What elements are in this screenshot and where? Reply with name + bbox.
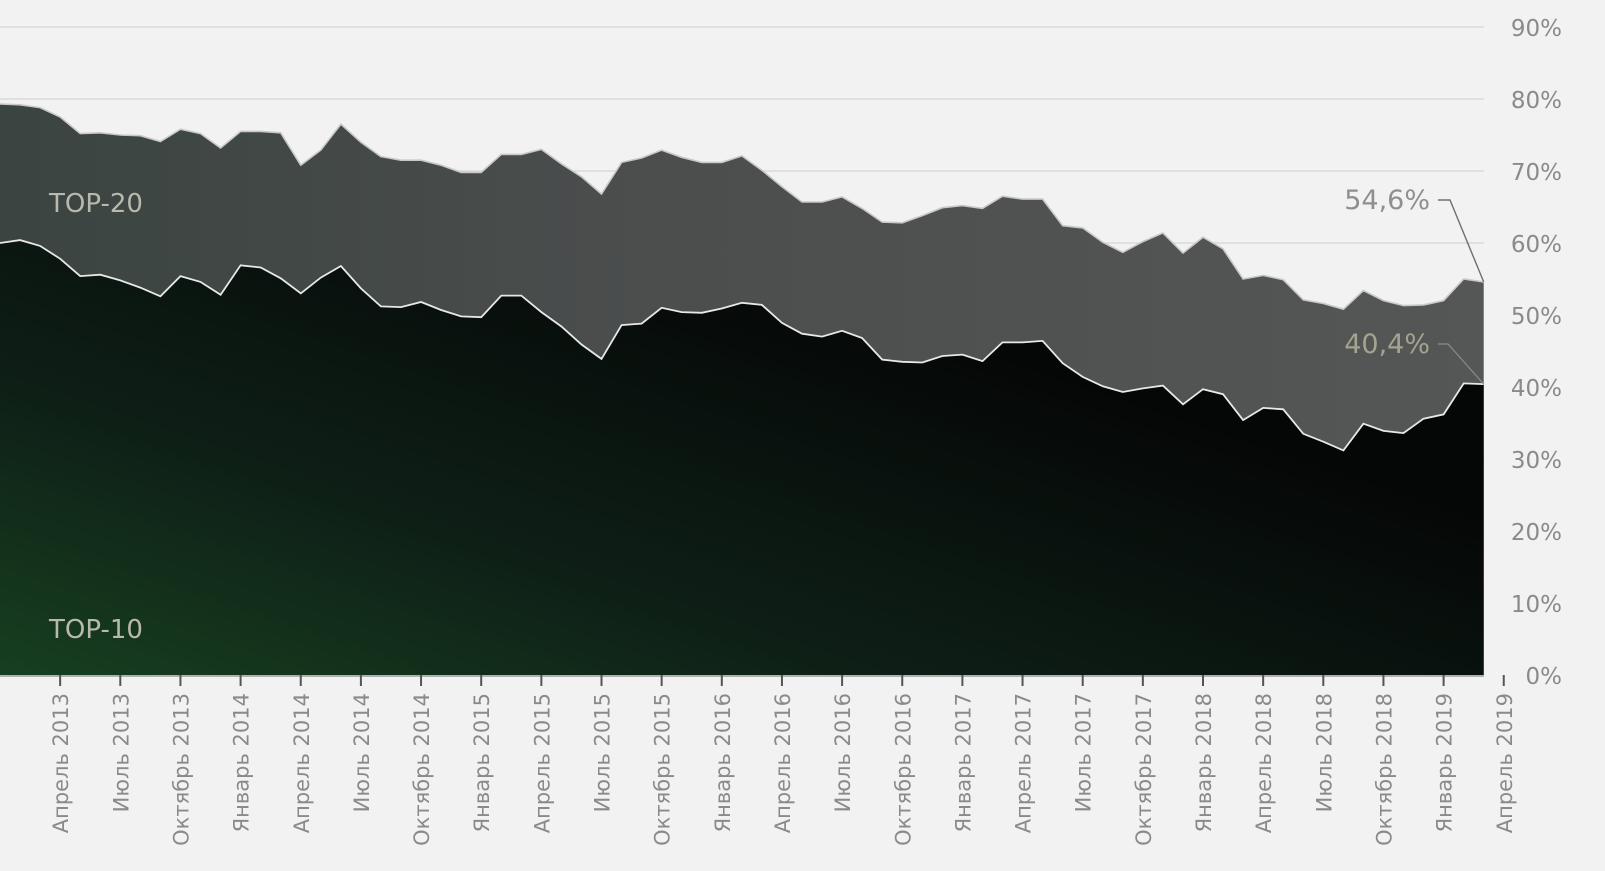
callout-leader-top10 [1438, 343, 1485, 385]
x-tick-label: Июль 2013 [109, 693, 133, 812]
x-tick-label: Июль 2014 [350, 693, 374, 812]
y-tick-label: 50% [1511, 304, 1562, 330]
y-tick-label: 30% [1511, 448, 1562, 474]
callout-leader-top20 [1438, 199, 1485, 283]
value-callouts: 54,6% 40,4% [1344, 185, 1485, 385]
area-series [0, 103, 1484, 675]
y-tick-label: 60% [1511, 232, 1562, 258]
x-tick-label: Апрель 2019 [1493, 693, 1517, 833]
series-label-top10: TOP-10 [48, 615, 143, 645]
y-tick-label: 70% [1511, 160, 1562, 186]
y-tick-label: 10% [1511, 592, 1562, 618]
x-tick-label: Апрель 2016 [771, 693, 795, 833]
x-tick-label: Октябрь 2015 [651, 693, 675, 846]
x-tick-label: Октябрь 2014 [410, 693, 434, 846]
y-tick-label: 0% [1526, 664, 1563, 690]
x-tick-label: Июль 2015 [591, 693, 615, 812]
x-tick-label: Октябрь 2017 [1132, 693, 1156, 846]
x-tick-label: Январь 2015 [470, 693, 494, 832]
x-tick-label: Июль 2016 [831, 693, 855, 812]
x-axis-ticks: Апрель 2013 Июль 2013 Октябрь 2013 Январь 2… [49, 675, 1517, 846]
x-tick-label: Апрель 2015 [530, 693, 554, 833]
x-tick-label: Январь 2014 [230, 693, 254, 832]
line-top20 [0, 103, 1484, 311]
x-tick-label: Июль 2017 [1072, 693, 1096, 812]
area-top10 [0, 240, 1484, 675]
x-tick-label: Апрель 2014 [290, 693, 314, 833]
y-tick-label: 40% [1511, 376, 1562, 402]
y-tick-label: 90% [1511, 16, 1562, 42]
x-tick-label: Январь 2017 [951, 693, 975, 832]
x-tick-label: Январь 2018 [1192, 693, 1216, 832]
y-tick-label: 20% [1511, 520, 1562, 546]
y-tick-label: 80% [1511, 88, 1562, 114]
x-tick-label: Октябрь 2013 [169, 693, 193, 846]
x-tick-label: Январь 2016 [711, 693, 735, 832]
x-tick-label: Июль 2018 [1312, 693, 1336, 812]
x-tick-label: Октябрь 2018 [1372, 693, 1396, 846]
x-tick-label: Январь 2019 [1433, 693, 1457, 832]
x-tick-label: Апрель 2018 [1252, 693, 1276, 833]
callout-top10-last: 40,4% [1344, 329, 1430, 360]
line-top10 [0, 239, 1484, 452]
series-label-top20: TOP-20 [48, 189, 143, 219]
x-tick-label: Апрель 2013 [49, 693, 73, 833]
x-tick-label: Апрель 2017 [1012, 693, 1036, 833]
callout-top20-last: 54,6% [1344, 185, 1430, 216]
series-labels: TOP-20 TOP-10 [48, 189, 143, 645]
x-tick-label: Октябрь 2016 [891, 693, 915, 846]
y-axis-ticks: 0% 10% 20% 30% 40% 50% 60% 70% 80% 90% [1511, 16, 1562, 690]
